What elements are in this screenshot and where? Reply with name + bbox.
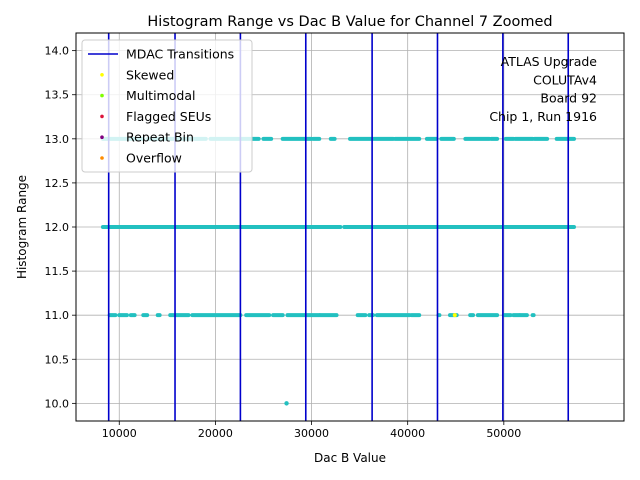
legend-dot-swatch — [100, 135, 104, 139]
y-tick-label: 12.0 — [45, 221, 70, 234]
data-point-run — [280, 136, 314, 141]
y-tick-label: 11.0 — [45, 309, 70, 322]
legend-label: Multimodal — [126, 88, 195, 103]
data-point-run — [190, 313, 243, 318]
data-point-run — [554, 136, 577, 141]
run-annotation: ATLAS Upgrade COLUTAv4 Board 92 Chip 1, Run… — [489, 54, 597, 124]
data-point-run — [328, 136, 337, 141]
data-point-run — [532, 136, 550, 141]
data-point-run — [367, 313, 376, 318]
y-tick-label: 14.0 — [45, 45, 70, 58]
data-point-run — [530, 313, 536, 318]
y-tick-label: 13.5 — [45, 89, 70, 102]
data-point-run — [518, 313, 529, 318]
legend-items: MDAC Transitions Skewed Multimodal Flagged … — [88, 47, 234, 166]
x-tick-label: 20000 — [198, 427, 233, 440]
y-tick-label: 10.5 — [45, 353, 70, 366]
flagged-data-point — [452, 313, 457, 318]
data-point-run — [424, 136, 439, 141]
legend-dot-swatch — [100, 73, 104, 77]
data-point-run — [355, 313, 368, 318]
data-point-run — [141, 313, 150, 318]
data-point-run — [318, 313, 339, 318]
legend-label: Overflow — [126, 151, 182, 166]
data-point-run — [100, 225, 343, 229]
y-tick-label: 10.0 — [45, 397, 70, 410]
legend: MDAC Transitions Skewed Multimodal Flagged … — [81, 39, 253, 173]
annotation-line: Chip 1, Run 1916 — [489, 109, 597, 124]
data-point-run — [285, 313, 322, 318]
legend-label: Skewed — [126, 67, 174, 82]
chart-title: Histogram Range vs Dac B Value for Chann… — [147, 14, 552, 30]
y-tick-label: 12.5 — [45, 177, 70, 190]
data-point-run — [374, 313, 412, 318]
x-tick-label: 30000 — [294, 427, 329, 440]
data-point-run — [393, 136, 422, 141]
data-point-run — [117, 313, 129, 318]
data-point-run — [503, 136, 516, 141]
y-tick-label: 13.0 — [45, 133, 70, 146]
data-point-run — [475, 313, 500, 318]
data-point-run — [439, 136, 456, 141]
data-point-run — [311, 136, 322, 141]
data-point-run — [409, 313, 422, 318]
legend-dot-swatch — [100, 156, 104, 160]
data-point-run — [513, 136, 535, 141]
legend-label: MDAC Transitions — [126, 47, 234, 62]
y-tick-label: 11.5 — [45, 265, 70, 278]
legend-dot-swatch — [100, 114, 104, 119]
legend-label: Repeat Bin — [126, 130, 194, 145]
data-point-run — [107, 313, 118, 318]
data-point-run — [489, 136, 500, 141]
x-axis-label: Dac B Value — [314, 451, 386, 465]
data-point — [284, 401, 289, 406]
y-axis-ticks: 10.0 10.5 11.0 11.5 12.0 12.5 13.0 13.5 14.0 — [45, 45, 76, 410]
annotation-line: Board 92 — [540, 91, 597, 106]
data-point-run — [271, 313, 285, 318]
legend-label: Flagged SEUs — [126, 109, 211, 124]
data-point-run — [155, 313, 162, 318]
x-tick-label: 10000 — [102, 427, 137, 440]
x-tick-label: 40000 — [390, 427, 425, 440]
annotation-line: COLUTAv4 — [533, 72, 597, 87]
data-point-run — [168, 313, 191, 318]
mdac-transition-lines — [107, 33, 570, 421]
legend-frame — [81, 39, 253, 173]
data-point-run — [342, 225, 577, 229]
x-axis-ticks: 10000 20000 30000 40000 50000 — [102, 421, 521, 440]
annotation-line: ATLAS Upgrade — [501, 54, 598, 69]
data-point-run — [501, 313, 513, 318]
y-axis-label: Histogram Range — [15, 175, 29, 279]
x-tick-label: 50000 — [486, 427, 521, 440]
data-point-run — [463, 136, 492, 141]
data-point-run — [468, 313, 476, 318]
data-point-run — [261, 136, 274, 141]
data-point-run — [244, 313, 272, 318]
legend-dot-swatch — [100, 93, 104, 98]
data-point-run — [128, 313, 137, 318]
